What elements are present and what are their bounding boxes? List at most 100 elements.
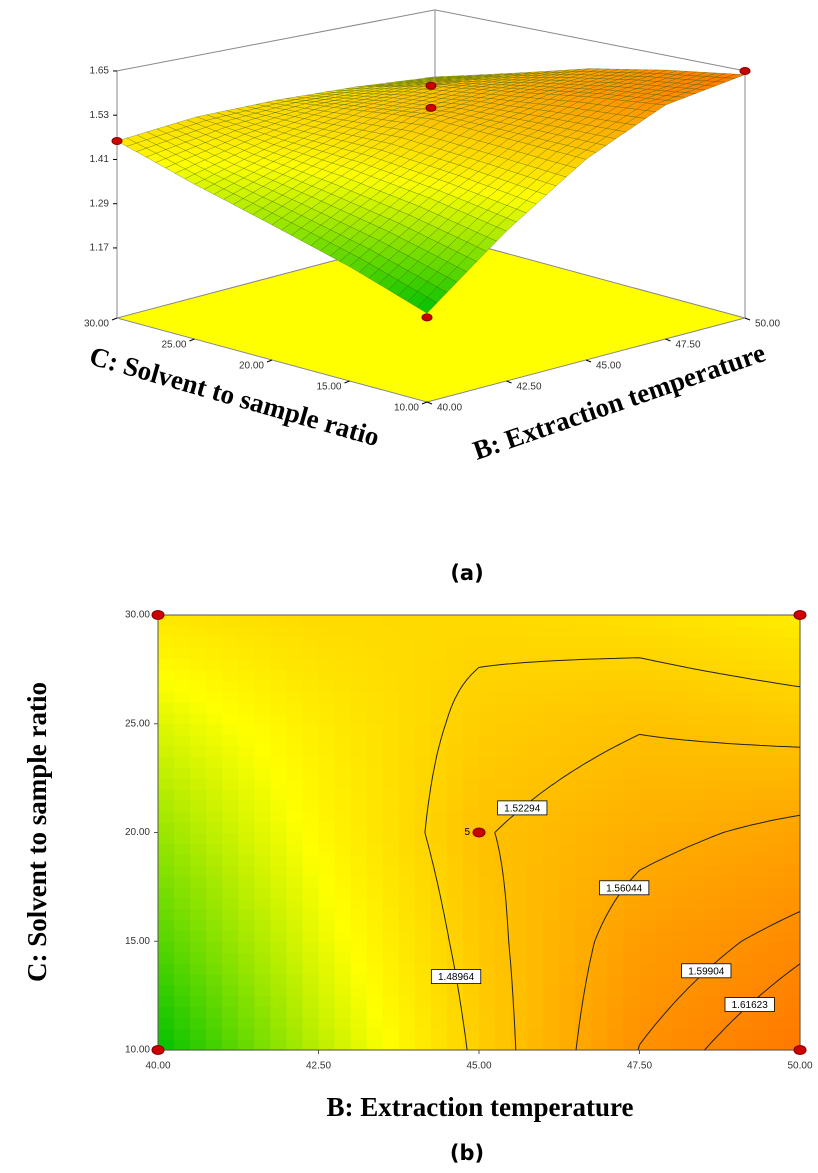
color-cell (527, 930, 544, 942)
color-cell (767, 712, 785, 725)
color-cell (350, 930, 368, 942)
color-cell (238, 636, 255, 649)
z-tick-label: 1.53 (90, 110, 110, 121)
color-cell (607, 636, 625, 649)
color-cell (591, 712, 608, 725)
color-cell (767, 843, 785, 855)
color-cell (671, 930, 689, 942)
color-cell (671, 647, 689, 660)
color-cell (719, 1028, 737, 1040)
color-cell (206, 995, 223, 1008)
y-tick-label: 30.00 (125, 610, 150, 621)
color-cell (446, 767, 464, 779)
color-cell (302, 843, 320, 855)
color-cell (158, 615, 175, 627)
color-cell (286, 886, 304, 899)
color-cell (703, 723, 721, 736)
color-cell (623, 919, 641, 931)
color-cell (190, 973, 207, 986)
color-cell (318, 984, 336, 997)
color-cell (671, 941, 689, 953)
color-cell (703, 930, 721, 942)
color-cell (366, 615, 384, 627)
color-cell (174, 854, 191, 866)
color-cell (414, 973, 432, 986)
color-cell (318, 908, 336, 921)
color-cell (703, 625, 721, 638)
color-cell (639, 723, 657, 736)
color-cell (158, 723, 175, 736)
color-cell (543, 702, 560, 714)
color-cell (190, 799, 207, 812)
x-tick (665, 338, 671, 342)
color-cell (462, 821, 480, 834)
color-cell (559, 712, 576, 725)
color-cell (671, 952, 689, 964)
color-cell (366, 691, 384, 703)
color-cell (398, 973, 416, 986)
color-cell (479, 778, 496, 790)
color-cell (302, 799, 320, 812)
color-cell (527, 810, 544, 823)
color-cell (446, 995, 464, 1008)
color-cell (495, 930, 512, 942)
color-cell (751, 712, 769, 725)
color-cell (254, 799, 271, 812)
color-cell (591, 680, 608, 692)
color-cell (366, 712, 384, 725)
color-cell (719, 789, 737, 801)
design-point (472, 827, 486, 838)
color-cell (559, 952, 576, 964)
color-cell (543, 930, 560, 942)
color-cell (783, 691, 801, 703)
color-cell (254, 952, 271, 964)
color-cell (479, 691, 496, 703)
color-cell (414, 919, 432, 931)
color-cell (254, 919, 271, 931)
color-cell (222, 734, 239, 747)
color-cell (703, 669, 721, 681)
color-cell (254, 843, 271, 855)
color-cell (511, 1028, 528, 1040)
color-cell (511, 1017, 528, 1029)
color-cell (575, 789, 592, 801)
color-cell (174, 767, 191, 779)
color-cell (270, 669, 287, 681)
color-cell (495, 1006, 512, 1018)
color-cell (735, 941, 753, 953)
color-cell (639, 984, 657, 997)
color-cell (398, 908, 416, 921)
color-cell (655, 789, 673, 801)
color-cell (366, 908, 384, 921)
color-cell (767, 767, 785, 779)
color-cell (222, 843, 239, 855)
color-cell (559, 973, 576, 986)
color-cell (559, 963, 576, 975)
color-cell (671, 963, 689, 975)
color-cell (446, 789, 464, 801)
color-cell (495, 767, 512, 779)
color-cell (382, 984, 400, 997)
color-cell (623, 691, 641, 703)
color-cell (382, 691, 400, 703)
color-cell (174, 669, 191, 681)
color-cell (206, 897, 223, 910)
color-cell (655, 669, 673, 681)
color-cell (158, 832, 175, 844)
color-cell (270, 984, 287, 997)
color-cell (350, 832, 368, 844)
color-cell (286, 669, 304, 681)
y-tick-label: 25.00 (161, 340, 186, 351)
color-cell (527, 615, 544, 627)
color-cell (735, 952, 753, 964)
color-cell (767, 636, 785, 649)
color-cell (623, 963, 641, 975)
color-cell (511, 691, 528, 703)
color-cell (671, 723, 689, 736)
color-cell (783, 952, 801, 964)
contour-chart: 1.489641.522941.560441.599041.6162340.00… (125, 610, 813, 1072)
color-cell (671, 854, 689, 866)
color-cell (334, 723, 352, 736)
color-cell (350, 810, 368, 823)
color-cell (334, 767, 352, 779)
